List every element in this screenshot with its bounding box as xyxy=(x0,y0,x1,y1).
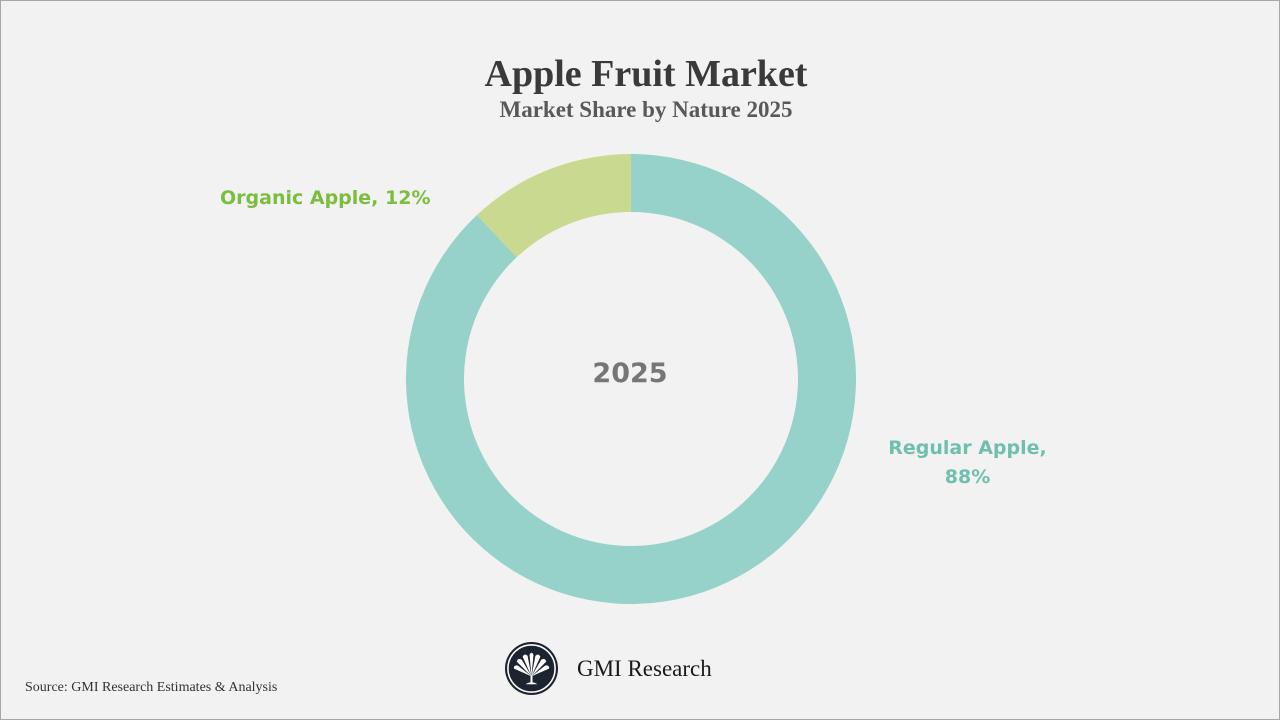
data-label-regular-apple: Regular Apple, 88% xyxy=(880,434,1055,492)
data-label-regular-name: Regular Apple, xyxy=(888,437,1047,459)
donut-slice-organic-apple xyxy=(476,154,631,258)
gmi-logo-icon xyxy=(504,641,559,696)
data-label-regular-value: 88% xyxy=(944,466,991,488)
brand-name: GMI Research xyxy=(577,656,712,681)
source-note: Source: GMI Research Estimates & Analysi… xyxy=(25,680,278,695)
donut-slices xyxy=(406,154,857,604)
chart-subtitle: Market Share by Nature 2025 xyxy=(499,97,793,122)
chart-title: Apple Fruit Market xyxy=(484,53,808,95)
data-label-organic-apple: Organic Apple, 12% xyxy=(220,187,431,209)
donut-center-label: 2025 xyxy=(592,358,668,389)
